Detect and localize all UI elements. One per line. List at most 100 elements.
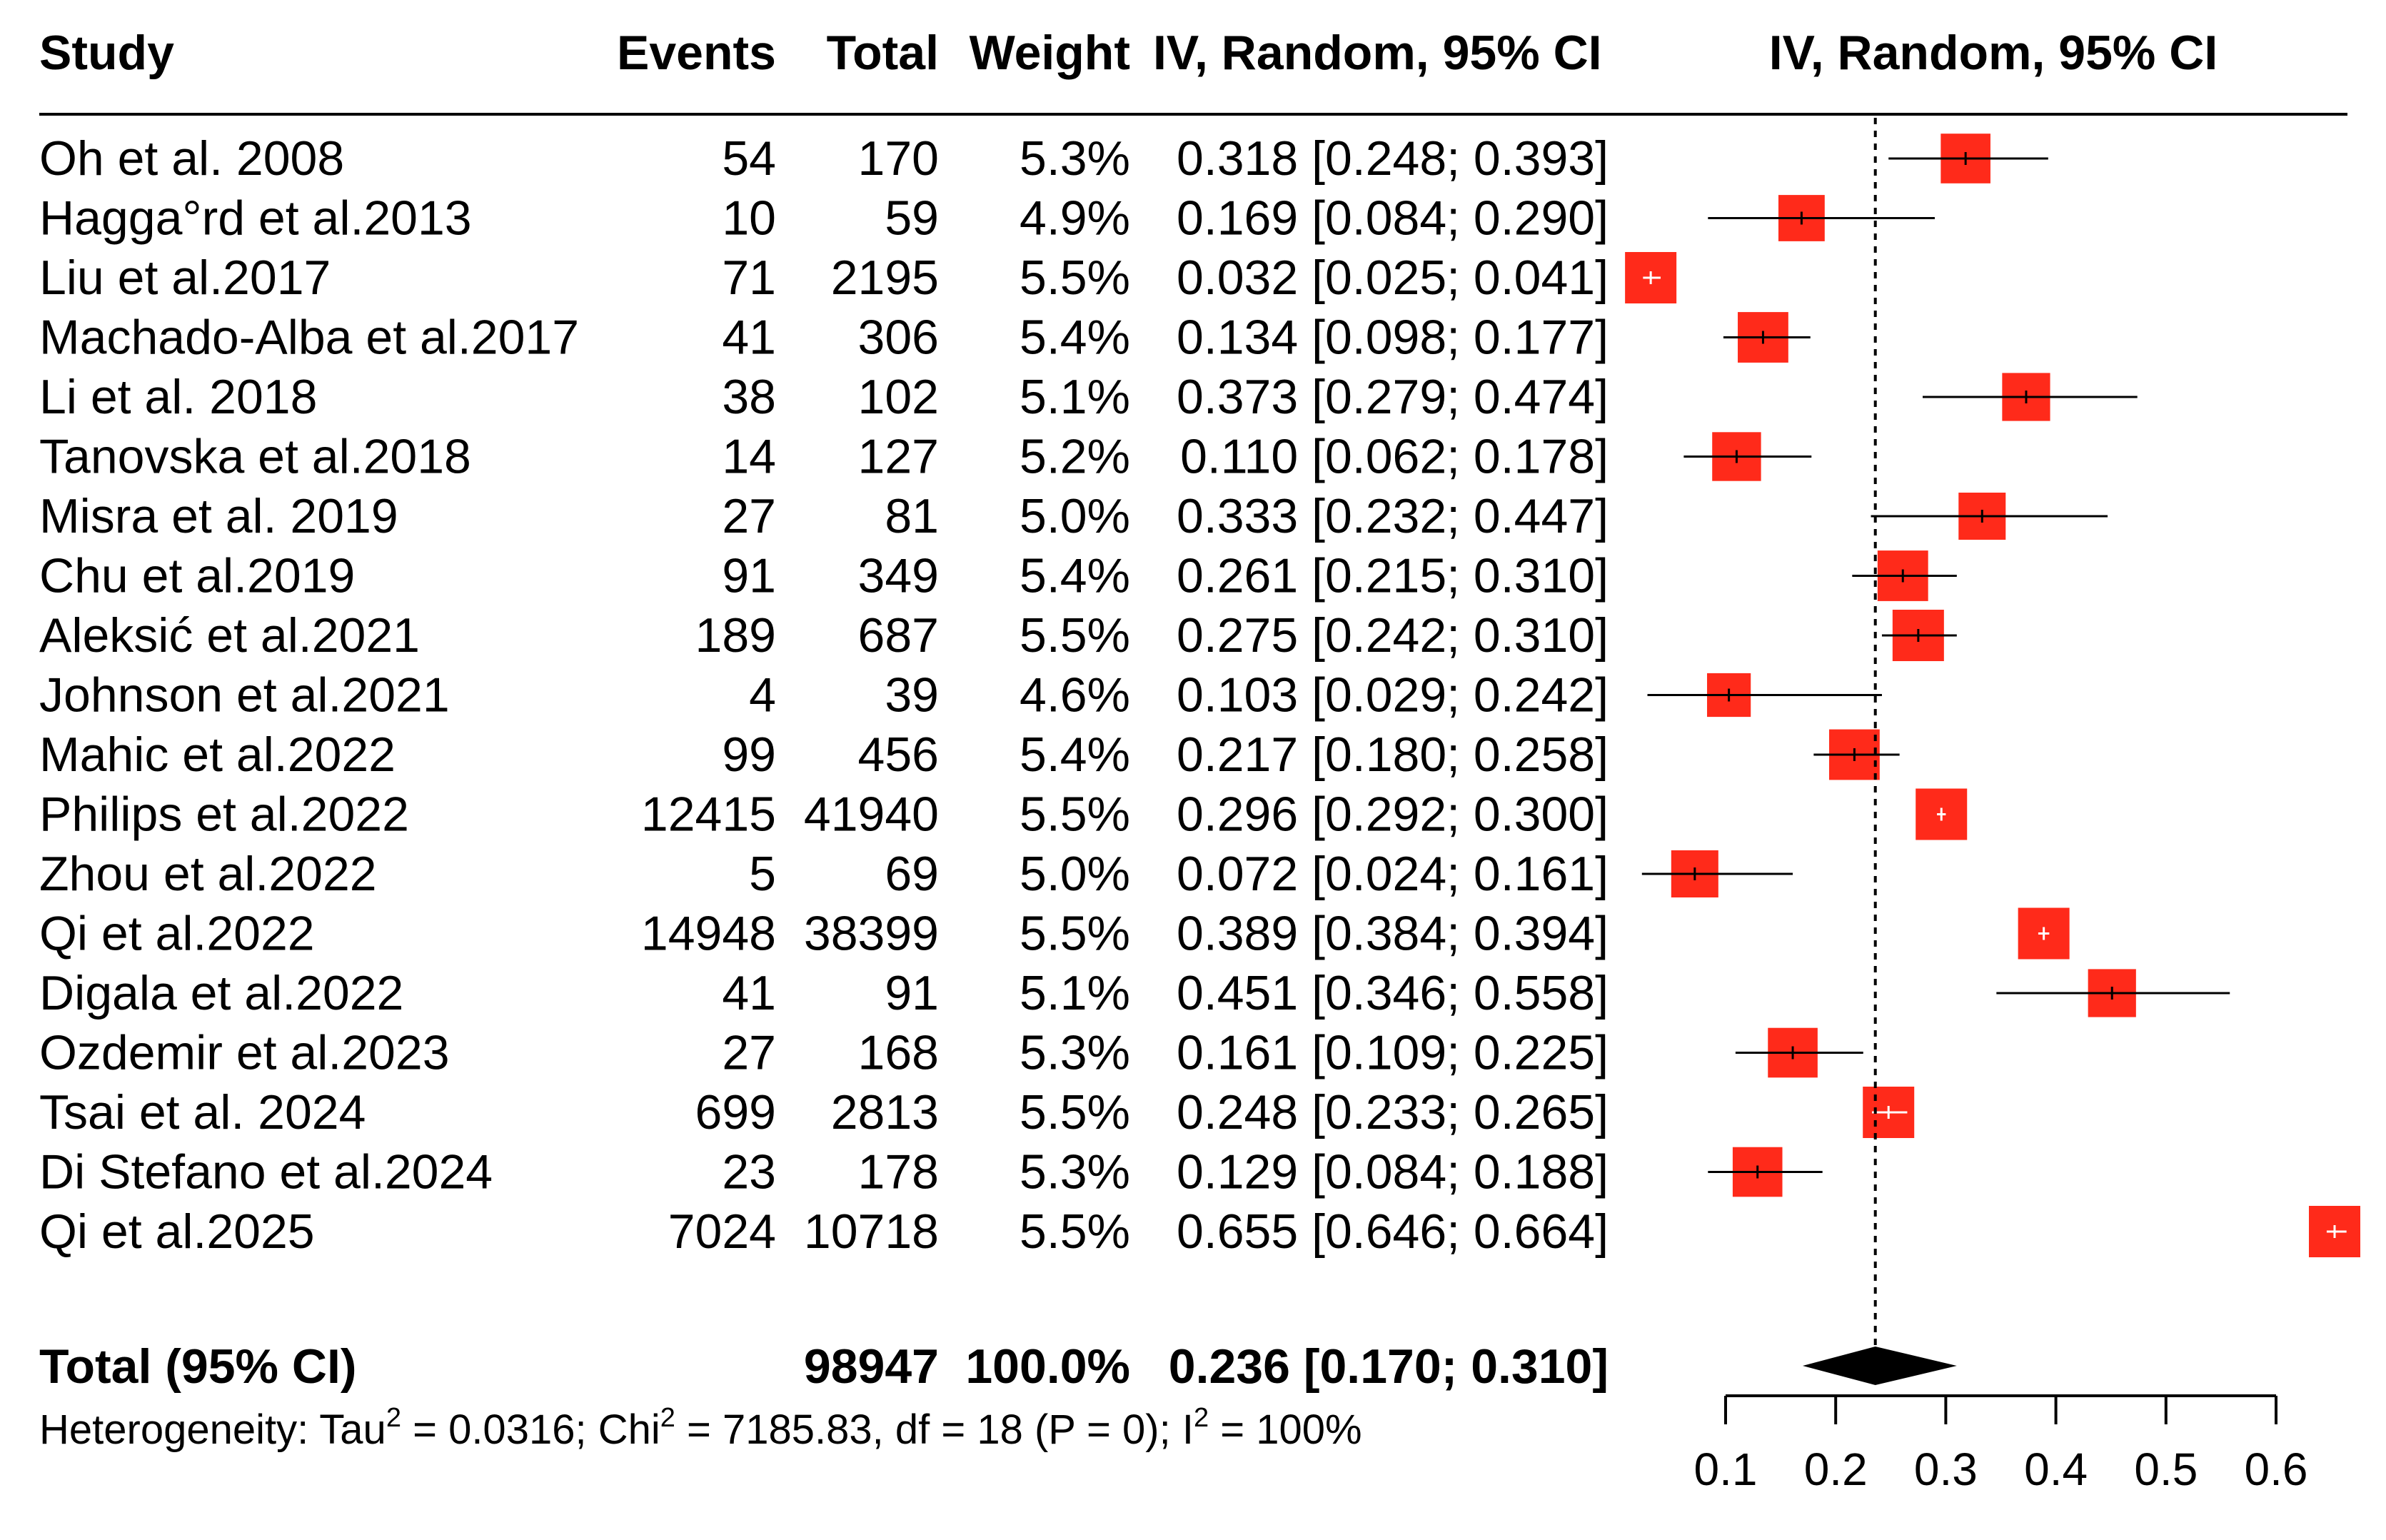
het-prefix: Heterogeneity: Tau [39,1406,386,1453]
header-total: Total [827,26,939,80]
study-ci: 0.318 [0.248; 0.393] [1177,131,1609,186]
study-name: Hagga°rd et al.2013 [39,191,472,246]
het-chi2: 7185.83 [723,1406,872,1453]
study-events: 27 [722,489,776,543]
study-events: 41 [722,966,776,1020]
study-ci: 0.103 [0.029; 0.242] [1177,668,1609,723]
study-name: Aleksić et al.2021 [39,608,420,663]
study-events: 5 [749,847,776,901]
header-plot: IV, Random, 95% CI [1769,26,2218,80]
study-name: Oh et al. 2008 [39,131,344,186]
study-ci: 0.217 [0.180; 0.258] [1177,728,1609,782]
study-events: 91 [722,549,776,603]
study-events: 189 [695,608,776,663]
study-total: 81 [885,489,939,543]
total-ci: 0.236 [0.170; 0.310] [1169,1339,1609,1394]
header-ci: IV, Random, 95% CI [1153,26,1602,80]
study-name: Misra et al. 2019 [39,489,398,543]
study-weight: 5.0% [1020,489,1130,543]
study-name: Mahic et al.2022 [39,728,396,782]
study-weight: 5.5% [1020,251,1130,305]
study-ci: 0.261 [0.215; 0.310] [1177,549,1609,603]
study-ci: 0.389 [0.384; 0.394] [1177,907,1609,961]
study-total: 10718 [804,1204,939,1259]
study-total: 687 [858,608,939,663]
study-total: 2195 [831,251,939,305]
x-tick-label: 0.3 [1914,1444,1978,1495]
study-ci: 0.248 [0.233; 0.265] [1177,1085,1609,1139]
study-ci: 0.169 [0.084; 0.290] [1177,191,1609,246]
study-weight: 5.1% [1020,966,1130,1020]
study-weight: 5.4% [1020,311,1130,365]
study-events: 54 [722,131,776,186]
study-total: 178 [858,1145,939,1199]
study-name: Chu et al.2019 [39,549,355,603]
study-total: 91 [885,966,939,1020]
study-total: 38399 [804,907,939,961]
study-weight: 5.5% [1020,907,1130,961]
study-total: 41940 [804,787,939,842]
study-name: Digala et al.2022 [39,966,403,1020]
study-name: Ozdemir et al.2023 [39,1026,450,1080]
total-total: 98947 [804,1339,939,1394]
study-name: Tanovska et al.2018 [39,430,471,484]
study-ci: 0.373 [0.279; 0.474] [1177,370,1609,424]
study-events: 7024 [668,1204,776,1259]
study-weight: 5.4% [1020,549,1130,603]
total-weight: 100.0% [965,1339,1130,1394]
study-weight: 5.5% [1020,608,1130,663]
study-name: Johnson et al.2021 [39,668,450,723]
study-total: 168 [858,1026,939,1080]
header-events: Events [617,26,776,80]
study-name: Qi et al.2022 [39,907,315,961]
study-weight: 5.3% [1020,131,1130,186]
study-ci: 0.129 [0.084; 0.188] [1177,1145,1609,1199]
study-name: Philips et al.2022 [39,787,409,842]
study-events: 27 [722,1026,776,1080]
study-events: 14 [722,430,776,484]
study-weight: 4.6% [1020,668,1130,723]
het-p: 0 [1122,1406,1145,1453]
study-name: Zhou et al.2022 [39,847,377,901]
total-label: Total (95% CI) [39,1339,357,1394]
study-total: 306 [858,311,939,365]
study-ci: 0.296 [0.292; 0.300] [1177,787,1609,842]
study-weight: 5.2% [1020,430,1130,484]
study-name: Liu et al.2017 [39,251,331,305]
x-tick-label: 0.4 [2024,1444,2088,1495]
study-ci: 0.451 [0.346; 0.558] [1177,966,1609,1020]
x-tick-label: 0.5 [2134,1444,2198,1495]
study-total: 59 [885,191,939,246]
study-name: Tsai et al. 2024 [39,1085,366,1139]
study-name: Di Stefano et al.2024 [39,1145,493,1199]
study-total: 39 [885,668,939,723]
study-weight: 5.5% [1020,1204,1130,1259]
study-ci: 0.134 [0.098; 0.177] [1177,311,1609,365]
study-weight: 4.9% [1020,191,1130,246]
study-rows: Oh et al. 2008 54 170 5.3% 0.318 [0.248; 0.3… [39,131,1609,1259]
study-events: 699 [695,1085,776,1139]
study-events: 41 [722,311,776,365]
study-events: 38 [722,370,776,424]
x-tick-label: 0.1 [1694,1444,1758,1495]
study-ci: 0.333 [0.232; 0.447] [1177,489,1609,543]
study-total: 456 [858,728,939,782]
het-df: 18 [977,1406,1023,1453]
study-total: 349 [858,549,939,603]
study-events: 12415 [641,787,776,842]
study-weight: 5.3% [1020,1145,1130,1199]
study-events: 99 [722,728,776,782]
study-ci: 0.655 [0.646; 0.664] [1177,1204,1609,1259]
study-total: 2813 [831,1085,939,1139]
study-total: 69 [885,847,939,901]
study-name: Qi et al.2025 [39,1204,315,1259]
het-tau2: 0.0316 [448,1406,575,1453]
study-events: 23 [722,1145,776,1199]
study-weight: 5.0% [1020,847,1130,901]
study-weight: 5.5% [1020,1085,1130,1139]
study-ci: 0.161 [0.109; 0.225] [1177,1026,1609,1080]
study-events: 4 [749,668,776,723]
study-weight: 5.4% [1020,728,1130,782]
study-events: 14948 [641,907,776,961]
